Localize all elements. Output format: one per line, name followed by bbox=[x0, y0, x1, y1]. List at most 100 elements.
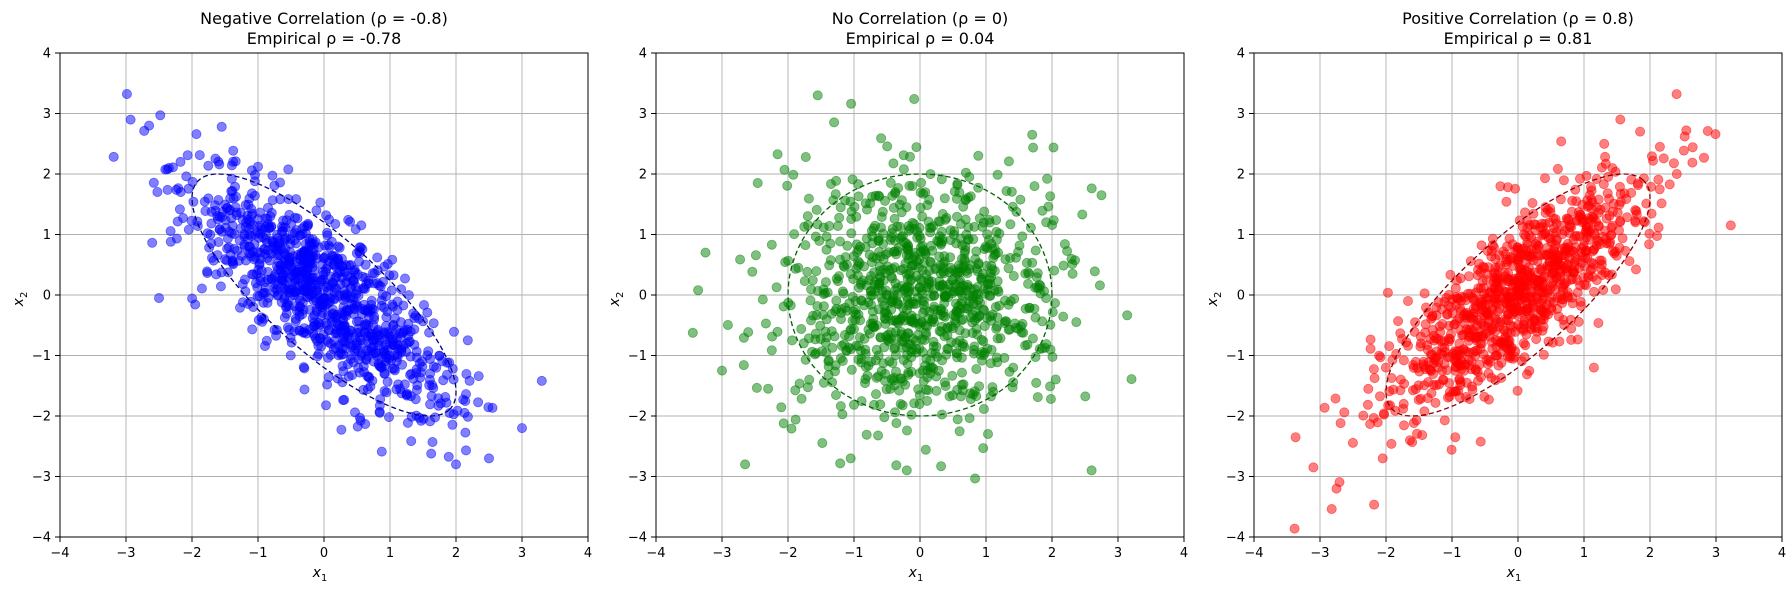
scatter-point bbox=[1543, 336, 1554, 347]
scatter-point bbox=[1519, 352, 1530, 363]
scatter-point bbox=[1544, 217, 1555, 228]
scatter-point bbox=[1006, 186, 1017, 197]
scatter-point bbox=[911, 142, 922, 153]
scatter-point bbox=[264, 255, 275, 266]
scatter-point bbox=[978, 336, 989, 347]
scatter-point bbox=[956, 379, 967, 390]
scatter-point bbox=[356, 220, 367, 231]
scatter-point bbox=[1369, 499, 1380, 510]
scatter-point bbox=[1464, 271, 1475, 282]
scatter-point bbox=[1615, 217, 1626, 228]
scatter-point bbox=[182, 150, 193, 161]
scatter-point bbox=[1563, 213, 1574, 224]
y-axis-label-subscript: 2 bbox=[615, 292, 626, 298]
ellipse-path bbox=[787, 173, 1053, 417]
scatter-point bbox=[970, 473, 981, 484]
scatter-point bbox=[887, 263, 898, 274]
scatter-point bbox=[285, 350, 296, 361]
scatter-point bbox=[206, 238, 217, 249]
x-axis-label-subscript: 1 bbox=[1515, 573, 1521, 584]
scatter-point bbox=[368, 278, 379, 289]
scatter-point bbox=[846, 228, 857, 239]
scatter-point bbox=[951, 193, 962, 204]
scatter-point bbox=[318, 329, 329, 340]
scatter-point bbox=[1398, 355, 1409, 366]
y-tick-label: 4 bbox=[1237, 47, 1245, 62]
scatter-point bbox=[836, 340, 847, 351]
scatter-point bbox=[1524, 271, 1535, 282]
scatter-point bbox=[229, 228, 240, 239]
scatter-point bbox=[1598, 284, 1609, 295]
scatter-point bbox=[831, 175, 842, 186]
scatter-point bbox=[879, 412, 890, 423]
scatter-point bbox=[1494, 250, 1505, 261]
scatter-point bbox=[897, 400, 908, 411]
scatter-point bbox=[314, 299, 325, 310]
scatter-point bbox=[1561, 245, 1572, 256]
scatter-point bbox=[1077, 209, 1088, 220]
scatter-point bbox=[162, 184, 173, 195]
scatter-point bbox=[252, 161, 263, 172]
scatter-point bbox=[1438, 375, 1449, 386]
scatter-point bbox=[793, 262, 804, 273]
scatter-point bbox=[835, 202, 846, 213]
scatter-point bbox=[875, 265, 886, 276]
scatter-point bbox=[1326, 503, 1337, 514]
scatter-point bbox=[368, 356, 379, 367]
scatter-point bbox=[431, 362, 442, 373]
scatter-point bbox=[1365, 343, 1376, 354]
scatter-point bbox=[200, 205, 211, 216]
scatter-point bbox=[964, 413, 975, 424]
scatter-point bbox=[982, 229, 993, 240]
scatter-point bbox=[757, 294, 768, 305]
scatter-point bbox=[321, 210, 332, 221]
scatter-point bbox=[234, 302, 245, 313]
scatter-point bbox=[1547, 249, 1558, 260]
scatter-point bbox=[287, 277, 298, 288]
scatter-point bbox=[862, 370, 873, 381]
scatter-point bbox=[717, 365, 728, 376]
scatter-point bbox=[367, 268, 378, 279]
scatter-point bbox=[366, 345, 377, 356]
scatter-point bbox=[873, 430, 884, 441]
x-tick-label: −4 bbox=[50, 546, 69, 561]
scatter-point bbox=[1379, 409, 1390, 420]
scatter-point bbox=[280, 266, 291, 277]
scatter-point bbox=[1631, 264, 1642, 275]
scatter-point bbox=[845, 268, 856, 279]
scatter-point bbox=[865, 318, 876, 329]
scatter-point bbox=[1437, 365, 1448, 376]
scatter-point bbox=[165, 226, 176, 237]
scatter-point bbox=[1537, 325, 1548, 336]
scatter-point bbox=[364, 372, 375, 383]
scatter-point bbox=[311, 205, 322, 216]
scatter-point bbox=[909, 260, 920, 271]
scatter-point bbox=[1463, 354, 1474, 365]
scatter-point bbox=[1601, 238, 1612, 249]
confidence-ellipse bbox=[191, 173, 457, 417]
scatter-point bbox=[916, 177, 927, 188]
scatter-point bbox=[410, 394, 421, 405]
scatter-point bbox=[327, 250, 338, 261]
scatter-point bbox=[336, 349, 347, 360]
scatter-point bbox=[1587, 246, 1598, 257]
scatter-point bbox=[971, 246, 982, 257]
scatter-point bbox=[864, 249, 875, 260]
x-tick-label: −2 bbox=[1376, 546, 1395, 561]
scatter-point bbox=[1512, 309, 1523, 320]
scatter-point bbox=[1572, 215, 1583, 226]
scatter-point bbox=[372, 324, 383, 335]
scatter-point bbox=[1016, 327, 1027, 338]
x-tick-label: 1 bbox=[982, 546, 990, 561]
scatter-point bbox=[1020, 303, 1031, 314]
scatter-point bbox=[1481, 306, 1492, 317]
y-tick-label: 1 bbox=[43, 228, 51, 243]
scatter-point bbox=[1586, 182, 1597, 193]
scatter-point bbox=[1045, 344, 1056, 355]
scatter-point bbox=[800, 354, 811, 365]
scatter-point bbox=[1347, 437, 1358, 448]
scatter-point bbox=[244, 223, 255, 234]
scatter-point bbox=[396, 284, 407, 295]
scatter-point bbox=[267, 170, 278, 181]
scatter-point bbox=[1538, 349, 1549, 360]
